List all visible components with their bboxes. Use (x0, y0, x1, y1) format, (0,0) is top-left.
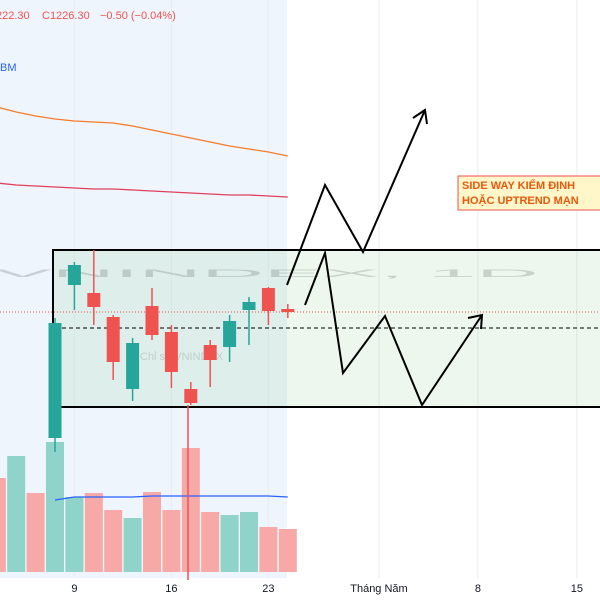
watermark-subtitle: Chỉ số VNINDEX (140, 351, 224, 363)
annotation-box (457, 175, 600, 211)
candle-body (48, 323, 62, 438)
x-tick-label: 9 (71, 583, 77, 595)
volume-bar (162, 510, 181, 572)
volume-bar (0, 478, 6, 572)
projection-arrow (286, 109, 426, 286)
projection-arrow (304, 249, 483, 408)
indicator-line (0, 107, 288, 157)
volume-bar (104, 510, 123, 572)
candle-body (203, 345, 217, 360)
x-tick-label: 15 (571, 583, 583, 595)
annotation-text: HOẶC UPTREND MẠN (462, 194, 579, 207)
watermark: VNINDEX, 1D (0, 268, 539, 280)
range-box (52, 249, 600, 408)
candle-body (145, 306, 159, 335)
candle-body (126, 343, 140, 389)
volume-bar (143, 492, 161, 572)
candle-body (242, 302, 256, 310)
candle-body (281, 309, 295, 312)
candle-body (184, 389, 198, 403)
candle-body (223, 321, 237, 347)
arrow-head (412, 108, 428, 125)
legend-text: 222.30 (0, 10, 30, 22)
candle-body (106, 317, 120, 362)
indicator-label: BM (0, 62, 17, 74)
x-tick-label: 23 (262, 583, 274, 595)
volume-bar (201, 512, 220, 572)
volume-bar (278, 529, 297, 572)
volume-bar (65, 497, 84, 572)
volume-bar (259, 527, 278, 572)
arrow-head (467, 313, 484, 330)
volume-bar (46, 442, 64, 572)
x-tick-label: 8 (475, 583, 481, 595)
volume-bar (220, 515, 239, 572)
indicator-line (0, 182, 288, 198)
x-tick-label: 16 (165, 583, 177, 595)
indicator-line (54, 495, 288, 501)
volume-bar (26, 493, 45, 572)
volume-bar (240, 512, 258, 572)
candle-body (87, 293, 101, 307)
candle-body (164, 332, 178, 372)
candle-body (261, 288, 275, 311)
volume-bar (7, 456, 26, 572)
legend-text: C1226.30 (42, 10, 90, 22)
annotation-text: SIDE WAY KIỂM ĐỊNH (462, 179, 575, 192)
volume-bar (123, 518, 142, 572)
volume-bar (84, 493, 103, 572)
candle-body (67, 265, 81, 285)
legend-text: −0.50 (−0.04%) (100, 10, 176, 22)
volume-bar (181, 448, 200, 572)
x-tick-label: Tháng Năm (350, 583, 407, 595)
